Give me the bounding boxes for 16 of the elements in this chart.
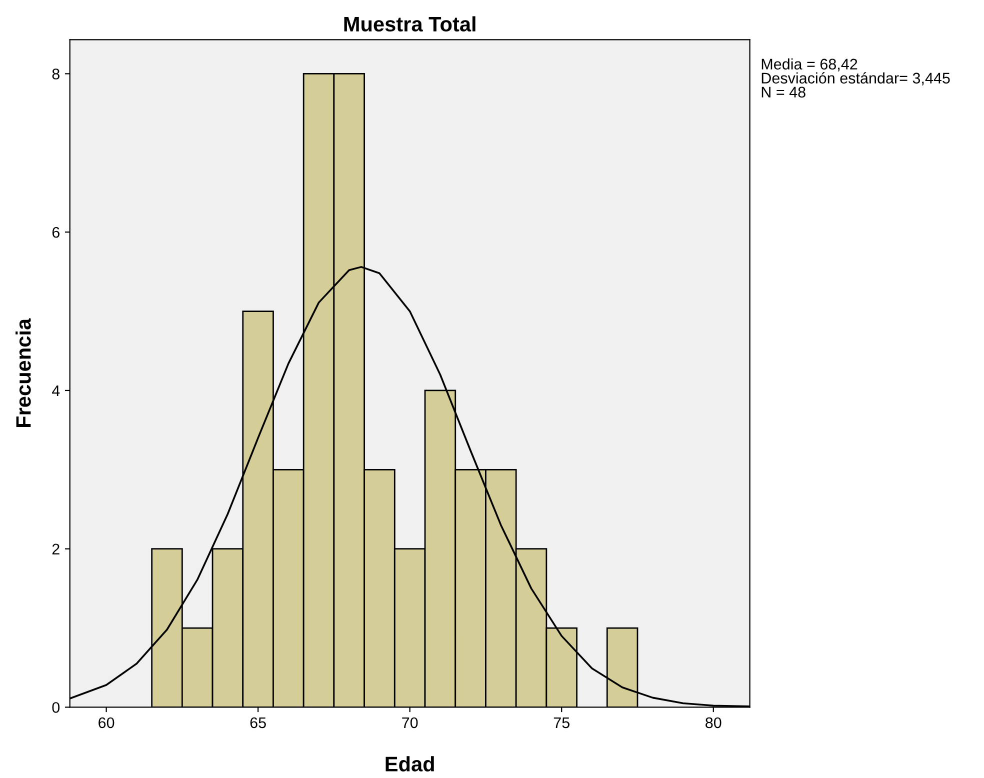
text: N = 48 <box>762 86 806 98</box>
x-tick-label: 80 <box>706 717 722 728</box>
text: Media = 68,42 <box>762 58 858 72</box>
chart-title: Muestra Total <box>344 16 476 32</box>
x-axis-title: Edad <box>386 756 434 772</box>
y-tick-label: 8 <box>52 68 60 80</box>
x-tick-label: 60 <box>98 717 114 728</box>
x-tick-label: 65 <box>250 717 266 728</box>
y-axis-title: Frecuencia <box>16 318 31 428</box>
x-tick-label: 70 <box>402 717 418 728</box>
y-tick-label: 6 <box>52 226 60 238</box>
y-tick-label: 4 <box>52 385 60 396</box>
y-tick-label: 2 <box>52 544 60 554</box>
x-tick-label: 75 <box>554 717 570 728</box>
text: Desviación estándar= 3,445 <box>762 72 950 86</box>
y-tick-label: 0 <box>52 702 60 713</box>
